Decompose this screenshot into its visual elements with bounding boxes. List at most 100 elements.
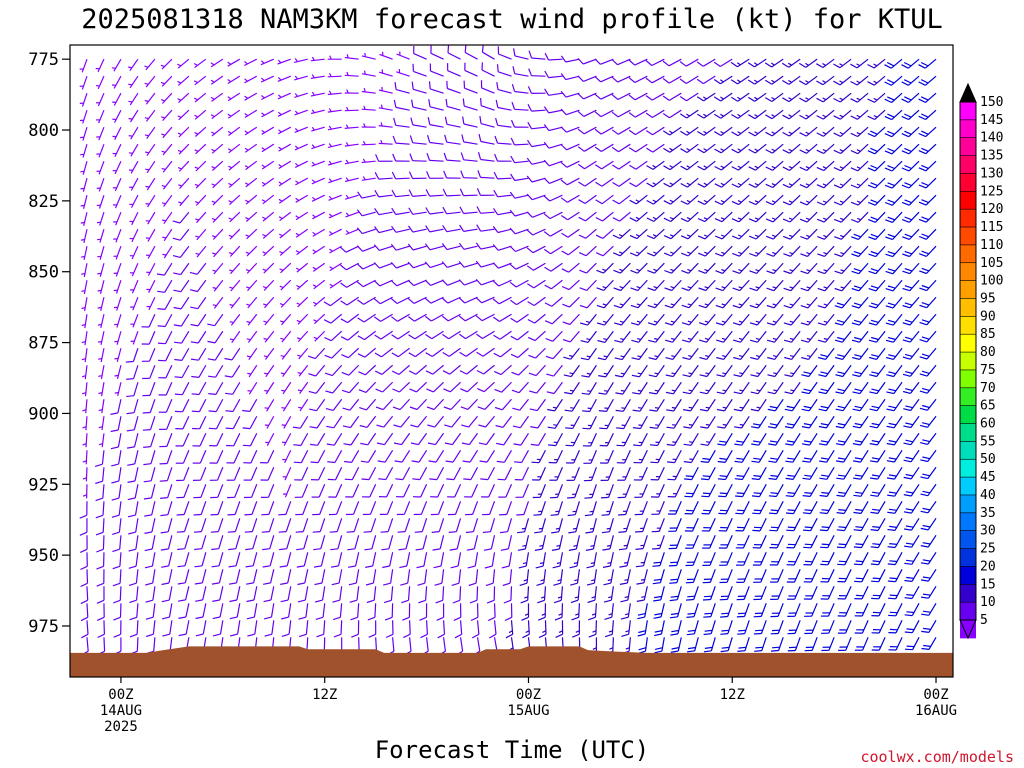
barb-flag xyxy=(492,316,500,322)
barb-flag xyxy=(512,66,516,74)
barb-flag xyxy=(534,531,542,534)
barb-staff xyxy=(454,501,462,515)
barb-flag xyxy=(443,406,452,411)
barb-staff xyxy=(531,126,546,130)
barb-flag xyxy=(425,334,433,340)
wind-barb xyxy=(113,194,122,209)
barb-staff xyxy=(287,586,292,601)
barb-flag xyxy=(783,287,792,292)
wind-barb xyxy=(130,331,139,345)
barb-staff xyxy=(429,228,444,233)
barb-staff xyxy=(624,484,631,498)
barb-flag xyxy=(765,149,773,154)
barb-flag xyxy=(782,114,790,120)
barb-flag xyxy=(528,68,533,76)
barb-staff xyxy=(641,484,648,498)
wind-barb xyxy=(297,347,309,360)
wind-barb xyxy=(588,620,598,638)
barb-flag xyxy=(245,234,250,237)
barb-staff xyxy=(501,398,512,411)
barb-flag xyxy=(682,339,690,343)
wind-barb xyxy=(408,207,427,215)
wind-barb xyxy=(172,228,190,241)
wind-barb xyxy=(799,92,818,103)
barb-flag xyxy=(748,218,757,223)
barb-staff xyxy=(459,637,464,652)
barb-staff xyxy=(611,603,614,618)
wind-barb xyxy=(461,432,479,446)
barb-staff xyxy=(805,58,818,68)
wind-barb xyxy=(764,58,784,68)
barb-staff xyxy=(327,143,342,148)
barb-flag xyxy=(782,149,790,154)
barb-flag xyxy=(376,424,384,428)
barb-staff xyxy=(248,381,258,395)
wind-barb xyxy=(719,552,733,566)
barb-flag xyxy=(427,135,431,143)
barb-staff xyxy=(361,211,376,217)
barb-flag xyxy=(632,392,640,395)
barb-flag xyxy=(112,548,120,553)
barb-flag xyxy=(357,335,365,341)
barb-staff xyxy=(661,637,665,652)
barb-flag xyxy=(492,207,499,216)
barb-staff xyxy=(566,177,580,186)
wind-barb xyxy=(612,160,631,170)
barb-staff xyxy=(486,449,496,463)
barb-flag xyxy=(161,616,170,620)
barb-flag xyxy=(595,234,604,239)
barb-flag xyxy=(635,251,640,255)
barb-staff xyxy=(219,603,224,618)
wind-barb xyxy=(460,398,478,410)
barb-flag xyxy=(494,153,499,162)
wind-barb xyxy=(680,194,699,205)
barb-flag xyxy=(684,478,692,481)
wind-barb xyxy=(594,75,614,83)
barb-flag xyxy=(475,260,482,268)
wind-barb xyxy=(543,177,563,184)
barb-flag xyxy=(527,86,533,94)
wind-barb xyxy=(697,228,716,240)
wind-barb xyxy=(175,416,190,430)
wind-barb xyxy=(684,518,699,532)
barb-flag xyxy=(772,320,777,323)
wind-barb xyxy=(768,483,784,498)
barb-flag xyxy=(782,131,790,137)
barb-flag xyxy=(418,599,426,604)
barb-staff xyxy=(620,296,631,309)
wind-barb xyxy=(543,211,563,220)
barb-staff xyxy=(472,518,479,532)
barb-flag xyxy=(590,562,595,565)
barb-staff xyxy=(319,501,326,515)
wind-barb xyxy=(279,296,292,308)
barb-staff xyxy=(333,432,343,446)
barb-staff xyxy=(497,245,512,251)
barb-flag xyxy=(427,442,436,446)
barb-staff xyxy=(707,449,716,463)
barb-flag xyxy=(161,582,170,586)
barb-staff xyxy=(200,467,207,481)
barb-flag xyxy=(788,200,793,203)
barb-staff xyxy=(152,620,156,635)
wind-barb xyxy=(193,518,207,533)
barb-staff xyxy=(132,297,139,311)
wind-barb xyxy=(229,586,241,603)
wind-barb xyxy=(344,449,360,463)
barb-flag xyxy=(667,478,676,481)
barb-flag xyxy=(295,197,300,201)
wind-barb xyxy=(400,569,411,586)
barb-staff xyxy=(229,245,241,257)
barb-flag xyxy=(411,460,420,463)
barb-flag xyxy=(342,407,351,411)
barb-staff xyxy=(772,228,784,240)
barb-staff xyxy=(389,552,394,567)
barb-flag xyxy=(700,426,708,429)
barb-staff xyxy=(626,569,631,584)
wind-barb xyxy=(665,347,682,360)
wind-barb xyxy=(162,245,173,259)
barb-flag xyxy=(750,391,759,395)
barb-staff xyxy=(84,314,88,329)
barb-flag xyxy=(177,599,186,602)
barb-flag xyxy=(80,255,85,258)
wind-barb xyxy=(408,313,427,322)
